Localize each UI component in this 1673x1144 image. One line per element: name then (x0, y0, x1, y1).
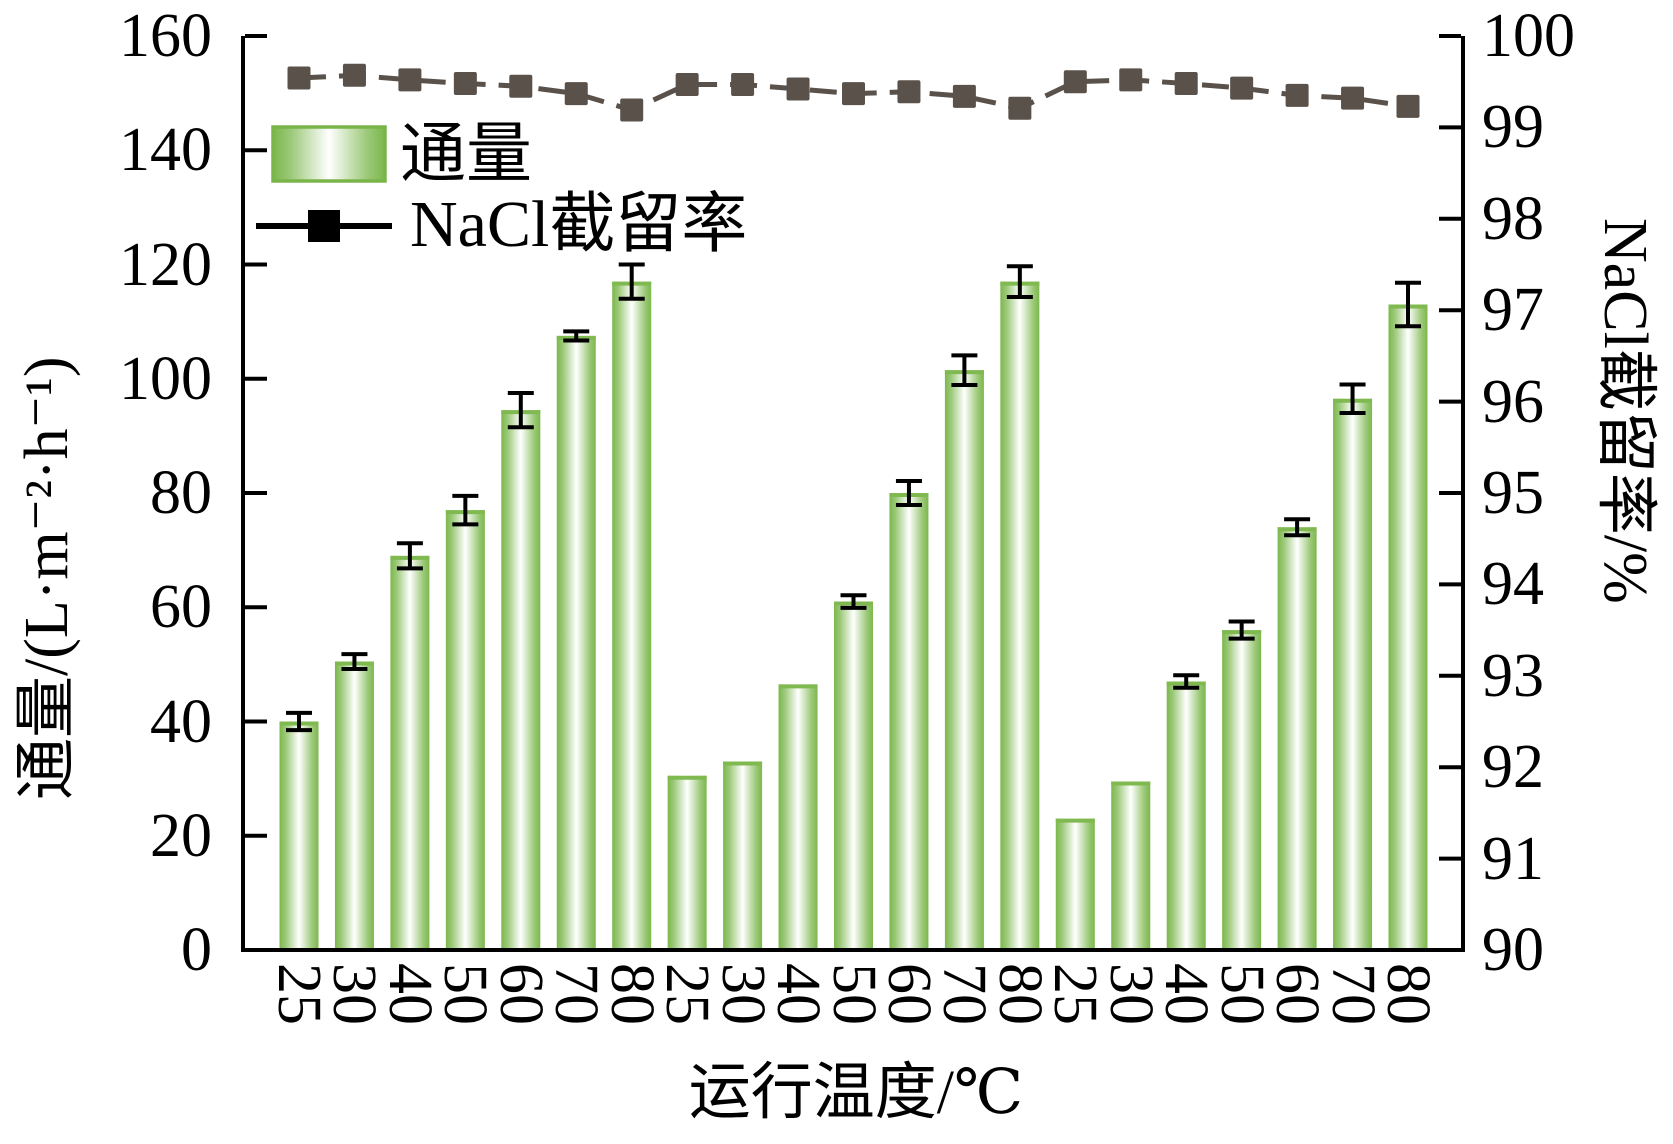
left-axis-tick-label: 20 (150, 801, 212, 870)
bar[interactable] (1333, 398, 1373, 950)
line-marker[interactable] (675, 72, 699, 96)
bar[interactable] (501, 410, 541, 950)
line-marker[interactable] (342, 63, 366, 87)
right-axis-tick-label: 91 (1482, 824, 1544, 893)
bar[interactable] (944, 370, 984, 950)
right-axis-tick-label: 97 (1482, 276, 1544, 345)
line-marker[interactable] (1063, 70, 1087, 94)
bar[interactable] (834, 601, 873, 950)
right-axis-tick-label: 92 (1482, 733, 1544, 802)
line-marker[interactable] (731, 72, 755, 96)
left-axis-tick-label: 60 (150, 573, 212, 642)
line-marker[interactable] (509, 74, 533, 98)
line-marker[interactable] (564, 82, 588, 106)
line-marker[interactable] (1230, 76, 1254, 100)
bar[interactable] (778, 684, 818, 950)
bar[interactable] (556, 335, 596, 950)
line-marker[interactable] (287, 66, 311, 90)
bar[interactable] (667, 775, 707, 950)
line-marker[interactable] (453, 72, 477, 96)
right-axis-tick-label: 94 (1482, 550, 1544, 619)
bar[interactable] (612, 281, 652, 950)
line-marker[interactable] (1285, 83, 1309, 107)
bar[interactable] (1111, 781, 1151, 950)
line-marker[interactable] (1341, 86, 1365, 110)
bar[interactable] (1222, 630, 1262, 950)
left-axis-tick-label: 120 (119, 230, 212, 299)
legend-label-flux: 通量 (400, 118, 532, 191)
legend-line-marker[interactable] (308, 210, 340, 242)
bar[interactable] (1388, 304, 1428, 950)
line-marker[interactable] (897, 80, 921, 104)
line-marker[interactable] (786, 77, 810, 101)
left-axis-tick-label: 100 (119, 344, 212, 413)
left-axis-tick-label: 0 (181, 916, 212, 984)
right-axis-tick-label: 96 (1482, 367, 1544, 436)
x-axis-title: 运行温度/℃ (688, 1059, 1024, 1127)
bar[interactable] (723, 761, 763, 950)
bar[interactable] (889, 493, 929, 950)
right-axis-tick-label: 90 (1482, 916, 1544, 984)
line-marker[interactable] (398, 68, 422, 92)
line-marker[interactable] (1008, 96, 1032, 120)
line-marker[interactable] (620, 98, 644, 122)
right-axis-tick-label: 95 (1482, 459, 1544, 527)
right-axis-tick-label: 100 (1482, 2, 1575, 70)
bar[interactable] (1000, 281, 1040, 950)
left-axis-tick-label: 40 (150, 687, 212, 756)
right-axis-tick-label: 99 (1482, 93, 1544, 162)
bar[interactable] (390, 555, 430, 950)
line-marker[interactable] (1396, 94, 1420, 118)
line-marker[interactable] (842, 82, 865, 106)
bar[interactable] (1166, 681, 1206, 950)
left-axis-tick-label: 80 (150, 459, 212, 527)
right-axis-tick-label: 98 (1482, 184, 1544, 253)
line-marker[interactable] (1174, 72, 1198, 96)
bar[interactable] (279, 721, 319, 951)
line-marker[interactable] (952, 84, 976, 108)
bar[interactable] (1055, 818, 1095, 950)
line-marker[interactable] (1119, 68, 1143, 92)
x-axis-tick-label: 80 (1374, 963, 1442, 1025)
bar[interactable] (445, 510, 485, 950)
right-axis-tick-label: 93 (1482, 641, 1544, 710)
bar[interactable] (1277, 527, 1317, 950)
left-axis-tick-label: 160 (119, 2, 212, 70)
legend-label-nacl-rejection: NaCl截留率 (410, 188, 748, 261)
left-axis-tick-label: 140 (119, 116, 212, 185)
bar[interactable] (334, 661, 374, 950)
legend-bar-swatch[interactable] (271, 125, 387, 183)
